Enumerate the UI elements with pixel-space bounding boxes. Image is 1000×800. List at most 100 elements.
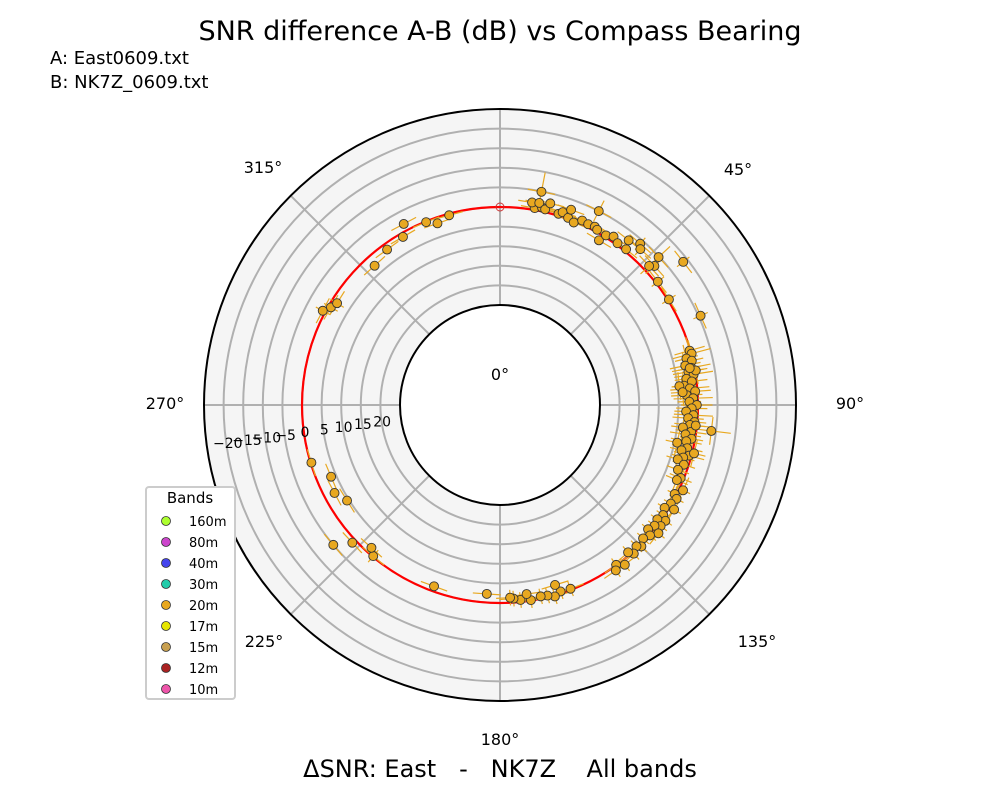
data-point-0-82 bbox=[669, 504, 680, 515]
data-point-0-6 bbox=[545, 198, 556, 209]
data-point-0-16 bbox=[593, 235, 604, 246]
data-point-0-67 bbox=[673, 464, 683, 475]
data-point-0-123 bbox=[317, 305, 328, 316]
legend-marker bbox=[161, 642, 171, 652]
data-point-0-19 bbox=[612, 238, 623, 249]
data-point-0-4 bbox=[534, 197, 545, 208]
data-point-0-116 bbox=[347, 537, 358, 548]
x-axis-label: ΔSNR: East - NK7Z All bands bbox=[303, 755, 697, 783]
legend-marker bbox=[161, 537, 171, 547]
data-point-0-65 bbox=[672, 454, 683, 465]
legend-label: 80m bbox=[189, 536, 218, 551]
data-point-0-0 bbox=[495, 202, 505, 212]
data-point-0-29 bbox=[663, 294, 674, 305]
data-point-0-99 bbox=[610, 565, 621, 576]
data-point-0-69 bbox=[671, 475, 682, 486]
outer-boundary bbox=[203, 108, 797, 702]
data-point-0-114 bbox=[366, 542, 377, 553]
data-point-0-10 bbox=[568, 217, 579, 228]
data-point-0-24 bbox=[593, 206, 604, 217]
data-point-0-127 bbox=[398, 218, 409, 229]
angle-tick-label: 135° bbox=[738, 632, 777, 651]
data-point-0-96 bbox=[623, 547, 634, 558]
data-point-0-89 bbox=[653, 528, 664, 539]
data-point-0-119 bbox=[326, 471, 337, 482]
file-a-label: A: East0609.txt bbox=[50, 48, 189, 69]
legend-marker bbox=[161, 663, 171, 673]
legend-label: 10m bbox=[189, 683, 218, 698]
data-point-0-97 bbox=[619, 559, 630, 570]
data-point-0-30 bbox=[644, 261, 655, 271]
data-point-0-100 bbox=[565, 583, 576, 594]
angle-tick-label: 90° bbox=[836, 394, 864, 413]
data-point-0-118 bbox=[329, 488, 340, 498]
angle-tick-label: 180° bbox=[481, 730, 520, 749]
data-point-0-109 bbox=[521, 589, 532, 600]
angle-tick-label: 315° bbox=[244, 158, 283, 177]
data-point-0-25 bbox=[635, 244, 646, 255]
data-point-0-78 bbox=[678, 485, 688, 496]
legend-marker bbox=[161, 621, 171, 631]
data-point-0-74 bbox=[706, 425, 717, 436]
legend-marker bbox=[161, 600, 171, 610]
legend-marker bbox=[161, 579, 171, 589]
data-point-0-73 bbox=[684, 363, 695, 374]
legend-title: Bands bbox=[167, 489, 214, 507]
data-point-0-122 bbox=[332, 298, 343, 309]
data-point-0-128 bbox=[421, 217, 432, 228]
legend-label: 12m bbox=[189, 662, 218, 677]
chart-title: SNR difference A-B (dB) vs Compass Beari… bbox=[198, 16, 801, 47]
angle-tick-labels: 0° 45° 90° 135° 180° 225° 270° 315° bbox=[146, 158, 864, 749]
inner-boundary bbox=[399, 304, 601, 506]
legend-label: 17m bbox=[189, 620, 218, 635]
angle-tick-label: 270° bbox=[146, 394, 185, 413]
legend-label: 15m bbox=[189, 641, 218, 656]
legend-label: 160m bbox=[189, 515, 226, 530]
legend-label: 20m bbox=[189, 599, 218, 614]
data-points bbox=[306, 186, 717, 606]
data-point-0-15 bbox=[592, 224, 603, 235]
data-point-0-117 bbox=[342, 495, 352, 506]
radial-tick-label: 20 bbox=[373, 414, 391, 430]
data-point-0-11 bbox=[566, 204, 577, 215]
data-point-0-60 bbox=[672, 437, 683, 448]
data-point-0-26 bbox=[653, 252, 664, 263]
legend-label: 30m bbox=[189, 578, 218, 593]
radial-tick-label: −15 bbox=[232, 433, 262, 449]
data-point-0-71 bbox=[677, 387, 688, 398]
data-point-0-92 bbox=[638, 533, 649, 544]
radial-tick-label: 5 bbox=[320, 422, 329, 438]
data-point-0-77 bbox=[689, 448, 699, 459]
radial-tick-label: 10 bbox=[335, 420, 353, 436]
data-point-0-125 bbox=[382, 244, 393, 255]
legend-marker bbox=[161, 558, 171, 568]
data-point-0-76 bbox=[690, 420, 701, 431]
data-point-0-31 bbox=[678, 256, 689, 267]
data-point-0-120 bbox=[306, 457, 317, 468]
data-point-0-110 bbox=[481, 588, 492, 599]
data-point-0-113 bbox=[368, 551, 379, 562]
legend: Bands 160m 80m 40m 30m 20m 17m 15m 12m 10m bbox=[145, 486, 236, 700]
radial-tick-label: −5 bbox=[275, 428, 296, 444]
data-point-0-21 bbox=[621, 244, 632, 255]
data-point-0-130 bbox=[444, 210, 455, 221]
data-point-0-20 bbox=[623, 235, 634, 246]
legend-marker bbox=[161, 684, 171, 694]
radial-tick-label: −20 bbox=[213, 436, 243, 452]
radial-tick-label: 0 bbox=[301, 425, 310, 441]
data-point-0-111 bbox=[429, 581, 439, 592]
data-point-0-75 bbox=[695, 310, 706, 321]
data-point-0-23 bbox=[536, 186, 547, 197]
data-point-0-129 bbox=[432, 218, 443, 229]
data-point-0-28 bbox=[652, 276, 663, 287]
file-b-label: B: NK7Z_0609.txt bbox=[50, 72, 208, 93]
data-point-0-108 bbox=[505, 592, 516, 603]
data-point-0-115 bbox=[328, 539, 339, 550]
data-point-0-126 bbox=[398, 231, 408, 242]
angle-tick-label: 225° bbox=[245, 632, 284, 651]
data-point-0-104 bbox=[535, 591, 546, 602]
angle-tick-label: 0° bbox=[491, 365, 509, 384]
data-point-0-124 bbox=[369, 260, 380, 271]
radial-tick-label: 15 bbox=[354, 417, 372, 433]
